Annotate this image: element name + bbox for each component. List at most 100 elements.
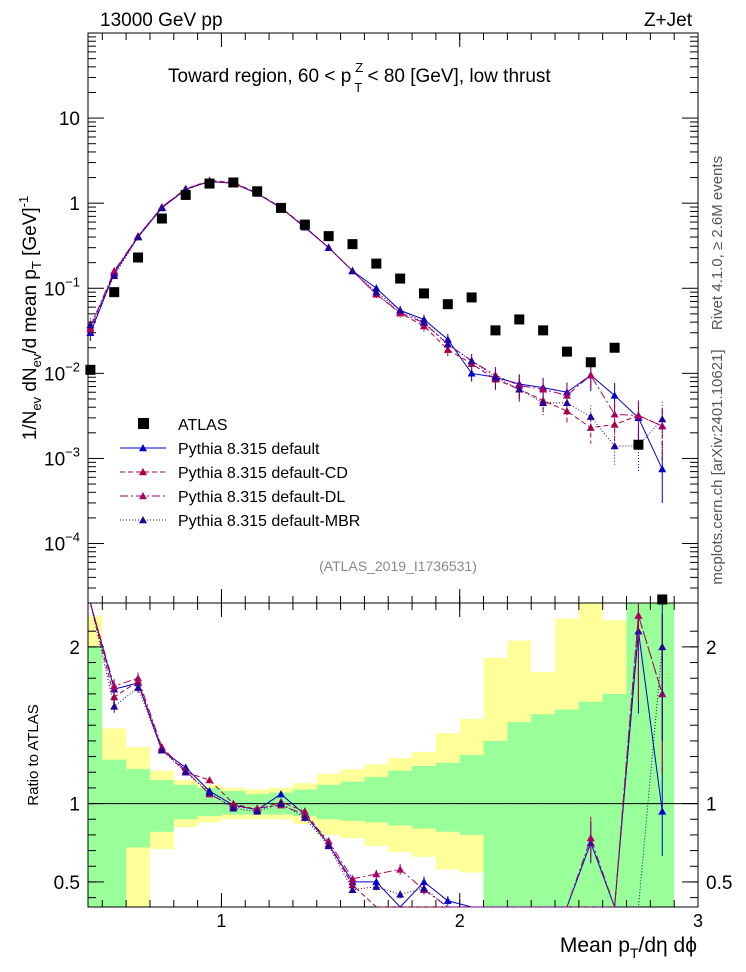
ratio-marker bbox=[372, 870, 381, 878]
series-marker bbox=[157, 203, 166, 212]
atlas-data bbox=[85, 177, 668, 605]
x-tick-label: 2 bbox=[455, 911, 465, 931]
atlas-point bbox=[561, 346, 572, 357]
band-green-21 bbox=[578, 701, 603, 907]
series-marker bbox=[110, 266, 119, 275]
legend-marker bbox=[139, 444, 147, 452]
series-marker bbox=[539, 398, 548, 407]
ratio-tick-label-right: 2 bbox=[706, 638, 717, 659]
ratio-marker bbox=[134, 683, 143, 691]
series-marker bbox=[396, 306, 405, 314]
ratio-marker bbox=[396, 865, 405, 873]
series-marker bbox=[443, 340, 452, 348]
series-marker bbox=[467, 356, 476, 365]
atlas-point bbox=[538, 325, 549, 336]
ratio-marker bbox=[205, 776, 214, 784]
ratio-marker bbox=[324, 841, 333, 850]
mc-series bbox=[86, 176, 667, 503]
series-marker bbox=[634, 411, 643, 419]
series-line-3 bbox=[89, 180, 663, 447]
ratio-marker bbox=[277, 799, 286, 807]
ratio-marker bbox=[205, 788, 214, 796]
atlas-point bbox=[252, 186, 263, 197]
series-marker bbox=[658, 422, 667, 430]
ratio-marker bbox=[658, 642, 667, 651]
atlas-point bbox=[276, 202, 287, 213]
band-green-15 bbox=[435, 762, 460, 832]
band-green-20 bbox=[555, 709, 579, 907]
ratio-marker bbox=[348, 881, 357, 889]
atlas-point bbox=[442, 299, 453, 310]
atlas-point bbox=[133, 252, 144, 263]
atlas-point bbox=[633, 439, 644, 450]
ratio-tick-label-left: 0.5 bbox=[54, 873, 80, 894]
band-green-17 bbox=[483, 740, 508, 907]
y-axis-label: 1/Nev dNev/d mean pT [GeV]-1 bbox=[16, 196, 44, 441]
atlas-point bbox=[371, 258, 382, 269]
axis-ticks: 1 2 3 10 1 10−1 10−2 10−3 10−4 2 2 1 1 0.5 0.5 bbox=[44, 33, 732, 931]
ratio-panel-frame bbox=[87, 602, 699, 908]
series-line-1 bbox=[89, 179, 663, 429]
ratio-tick-label-left: 2 bbox=[69, 638, 80, 659]
series-marker bbox=[586, 371, 595, 379]
atlas-point bbox=[490, 325, 501, 336]
series-marker bbox=[110, 271, 119, 280]
series-marker bbox=[658, 415, 667, 423]
series-marker bbox=[610, 410, 619, 418]
ratio-tick-label-left: 1 bbox=[69, 795, 80, 816]
ratio-marker bbox=[229, 804, 238, 812]
y-tick-label: 10 bbox=[59, 109, 80, 130]
legend-atlas-label: ATLAS bbox=[178, 417, 228, 434]
series-marker bbox=[610, 391, 619, 399]
ratio-marker bbox=[300, 813, 309, 821]
series-marker bbox=[419, 318, 428, 326]
band-green-19 bbox=[531, 714, 556, 907]
series-marker bbox=[372, 288, 381, 296]
legend-atlas-marker bbox=[138, 418, 149, 429]
band-green-10 bbox=[316, 784, 341, 820]
atlas-point bbox=[657, 594, 668, 605]
atlas-point bbox=[228, 177, 239, 188]
ratio-tick-label-right: 0.5 bbox=[706, 873, 732, 894]
atlas-point bbox=[109, 287, 120, 298]
series-marker bbox=[586, 412, 595, 420]
legend-label: Pythia 8.315 default-CD bbox=[178, 465, 348, 482]
ratio-marker bbox=[658, 807, 667, 815]
atlas-point bbox=[418, 288, 429, 299]
x-tick-label: 3 bbox=[693, 911, 703, 931]
legend-label: Pythia 8.315 default-DL bbox=[178, 489, 345, 506]
ratio-marker bbox=[396, 890, 405, 898]
ratio-marker bbox=[110, 682, 119, 690]
series-line-2 bbox=[89, 180, 663, 427]
band-green-18 bbox=[507, 722, 532, 907]
ratio-marker bbox=[134, 674, 143, 682]
band-green-16 bbox=[459, 755, 484, 835]
x-axis-label: Mean pT/dη dϕ bbox=[560, 934, 697, 961]
series-marker bbox=[658, 465, 667, 473]
atlas-point bbox=[585, 357, 596, 368]
legend-label: Pythia 8.315 default-MBR bbox=[178, 513, 360, 530]
ratio-marker bbox=[348, 885, 357, 893]
series-marker bbox=[324, 243, 333, 251]
atlas-point bbox=[514, 314, 525, 325]
series-marker bbox=[562, 407, 571, 415]
series-marker bbox=[610, 442, 619, 450]
process-label: Z+Jet bbox=[644, 10, 693, 31]
atlas-point bbox=[180, 189, 191, 200]
ratio-marker bbox=[419, 884, 428, 892]
atlas-point bbox=[323, 231, 334, 242]
ratio-marker bbox=[110, 702, 119, 710]
atlas-point bbox=[204, 178, 215, 189]
ratio-marker bbox=[372, 882, 381, 890]
ratio-marker bbox=[372, 877, 381, 886]
atlas-point bbox=[299, 219, 310, 230]
band-green-2 bbox=[126, 769, 150, 848]
series-marker bbox=[443, 345, 452, 353]
ratio-series bbox=[89, 602, 667, 908]
series-marker bbox=[372, 284, 381, 292]
ratio-marker bbox=[324, 837, 333, 845]
analysis-watermark: (ATLAS_2019_I1736531) bbox=[319, 558, 477, 574]
band-green-14 bbox=[412, 765, 436, 829]
